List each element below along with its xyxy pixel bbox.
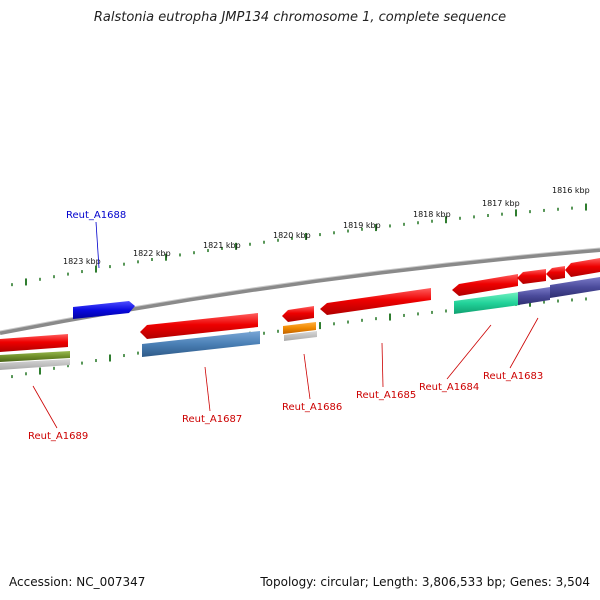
label-reut-a1683[interactable]: Reut_A1683 bbox=[483, 371, 543, 382]
leader-reut-a1686 bbox=[303, 353, 311, 400]
label-reut-a1688[interactable]: Reut_A1688 bbox=[66, 210, 126, 221]
upper-tick-row bbox=[11, 203, 587, 287]
gene-reut-a1686-orange[interactable] bbox=[283, 322, 316, 334]
leader-reut-a1684 bbox=[446, 324, 492, 380]
gene-reut-a1687-red[interactable] bbox=[140, 313, 258, 339]
label-reut-a1684[interactable]: Reut_A1684 bbox=[419, 382, 479, 393]
gene-reut-a1686-red[interactable] bbox=[282, 306, 314, 322]
gene-reut-a1689-red[interactable] bbox=[0, 334, 68, 352]
accession-text: Accession: NC_007347 bbox=[9, 575, 146, 589]
gene-reut-a1689-olive[interactable] bbox=[0, 351, 70, 362]
gene-reut-a1686-grey bbox=[284, 331, 317, 341]
leader-reut-a1688 bbox=[95, 221, 100, 269]
leader-reut-a1689 bbox=[32, 385, 58, 429]
leader-reut-a1685 bbox=[381, 342, 384, 388]
gene-right-slate[interactable] bbox=[550, 277, 600, 298]
map-title: Ralstonia eutropha JMP134 chromosome 1, … bbox=[93, 10, 507, 25]
gene-right-red-1[interactable] bbox=[546, 266, 565, 280]
tick-label-1818: 1818 kbp bbox=[413, 210, 451, 219]
gene-reut-a1688[interactable] bbox=[73, 301, 135, 319]
label-reut-a1685[interactable]: Reut_A1685 bbox=[356, 390, 416, 401]
label-reut-a1687[interactable]: Reut_A1687 bbox=[182, 414, 242, 425]
tick-label-1819: 1819 kbp bbox=[343, 221, 381, 230]
gene-reut-a1687-steel[interactable] bbox=[142, 331, 260, 357]
gene-reut-a1684-red[interactable] bbox=[452, 274, 518, 296]
gene-reut-a1685[interactable] bbox=[320, 288, 431, 315]
tick-label-1823: 1823 kbp bbox=[63, 257, 101, 266]
tick-label-1822: 1822 kbp bbox=[133, 249, 171, 258]
label-reut-a1689[interactable]: Reut_A1689 bbox=[28, 431, 88, 442]
tick-label-1817: 1817 kbp bbox=[482, 199, 520, 208]
leader-reut-a1687 bbox=[204, 366, 211, 412]
label-reut-a1686[interactable]: Reut_A1686 bbox=[282, 402, 342, 413]
gene-reut-a1684-teal[interactable] bbox=[454, 292, 520, 314]
leader-reut-a1683 bbox=[509, 317, 539, 369]
tick-label-1821: 1821 kbp bbox=[203, 241, 241, 250]
gene-reut-a1683-red[interactable] bbox=[517, 269, 546, 284]
gene-right-red-2[interactable] bbox=[565, 258, 600, 277]
tick-label-1816: 1816 kbp bbox=[552, 186, 590, 195]
tick-label-1820: 1820 kbp bbox=[273, 231, 311, 240]
summary-text: Topology: circular; Length: 3,806,533 bp… bbox=[260, 575, 590, 589]
gene-reut-a1689-grey bbox=[0, 359, 70, 370]
gene-reut-a1683-slate[interactable] bbox=[518, 287, 550, 305]
